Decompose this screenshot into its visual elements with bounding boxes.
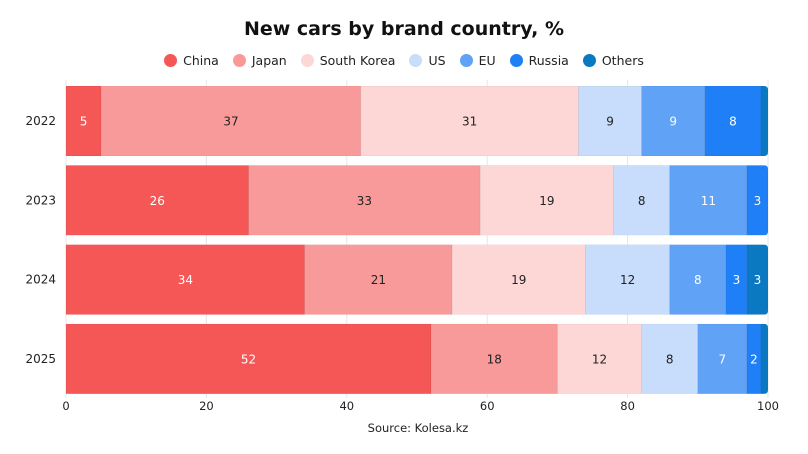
legend-swatch xyxy=(164,54,178,67)
data-label: 52 xyxy=(241,352,256,366)
data-label: 19 xyxy=(511,273,526,287)
legend-label: US xyxy=(428,53,446,68)
data-label: 5 xyxy=(80,115,88,129)
data-label: 8 xyxy=(694,273,702,287)
bar-segment-japan xyxy=(248,165,481,236)
data-label: 18 xyxy=(487,352,502,366)
x-tick-label: 60 xyxy=(480,399,495,413)
bar-segment-south-korea xyxy=(479,165,614,236)
data-label: 31 xyxy=(462,115,477,129)
legend-label: South Korea xyxy=(319,53,396,68)
data-label: 8 xyxy=(729,115,737,129)
data-label: 2 xyxy=(750,352,758,366)
legend-item: EU xyxy=(459,53,496,68)
bar-segment-china xyxy=(66,165,249,236)
bar-segment-others xyxy=(760,86,768,156)
chart-title: New cars by brand country, % xyxy=(243,18,565,40)
bar-segment-china xyxy=(66,86,102,156)
legend-item: South Korea xyxy=(300,53,396,68)
legend-label: China xyxy=(183,53,219,68)
data-label: 7 xyxy=(719,352,727,366)
bar-segment-south-korea xyxy=(360,86,579,156)
legend-swatch xyxy=(509,54,523,67)
bar-segment-japan xyxy=(304,244,453,315)
bar-segment-russia xyxy=(746,165,768,236)
data-label: 19 xyxy=(539,194,554,208)
legend-swatch xyxy=(300,54,314,67)
bar-group xyxy=(66,323,768,394)
x-tick-label: 0 xyxy=(62,399,69,413)
legend-label: EU xyxy=(478,53,496,68)
bar-segment-others xyxy=(760,323,768,394)
legend-label: Russia xyxy=(528,53,569,68)
data-label: 8 xyxy=(666,352,674,366)
legend-item: Others xyxy=(582,53,644,68)
y-category-label: 2025 xyxy=(25,352,56,366)
data-label: 12 xyxy=(592,352,607,366)
legend-label: Japan xyxy=(251,53,287,68)
bar-segment-us xyxy=(585,244,671,315)
legend-label: Others xyxy=(601,53,644,68)
bar-group xyxy=(66,244,768,315)
data-label: 9 xyxy=(606,115,614,129)
bar-segment-eu xyxy=(669,165,748,236)
y-category-label: 2022 xyxy=(25,114,56,128)
bar-segment-eu xyxy=(669,244,727,315)
bar-segment-eu xyxy=(697,323,748,394)
source-note: Source: Kolesa.kz xyxy=(367,421,469,435)
bar-segment-eu xyxy=(641,86,706,156)
legend-item: US xyxy=(409,53,446,68)
data-label: 9 xyxy=(669,115,677,129)
x-tick-label: 100 xyxy=(757,399,779,413)
legend-item: Russia xyxy=(509,53,569,68)
legend-swatch xyxy=(582,54,596,67)
bar-group xyxy=(66,165,768,236)
data-label: 3 xyxy=(754,273,762,287)
data-label: 3 xyxy=(754,194,762,208)
legend-item: Japan xyxy=(232,53,287,68)
legend-swatch xyxy=(409,54,423,67)
data-label: 37 xyxy=(223,115,238,129)
data-label: 34 xyxy=(178,273,193,287)
x-tick-label: 80 xyxy=(620,399,635,413)
data-label: 12 xyxy=(620,273,635,287)
bar-segment-us xyxy=(641,323,699,394)
bar-segment-japan xyxy=(430,323,558,394)
x-tick-label: 40 xyxy=(339,399,354,413)
bar-group xyxy=(66,86,768,156)
x-tick-label: 20 xyxy=(199,399,214,413)
bar-segment-russia xyxy=(704,86,762,156)
bar-segment-south-korea xyxy=(451,244,586,315)
y-category-label: 2024 xyxy=(25,273,56,287)
data-label: 3 xyxy=(733,273,741,287)
legend-swatch xyxy=(232,54,246,67)
data-label: 26 xyxy=(150,194,165,208)
bar-segment-china xyxy=(66,244,306,315)
bar-segment-us xyxy=(613,165,671,236)
data-label: 8 xyxy=(638,194,646,208)
y-category-label: 2023 xyxy=(25,193,56,207)
bar-segment-south-korea xyxy=(557,323,642,394)
data-label: 11 xyxy=(701,194,716,208)
legend-item: China xyxy=(164,53,219,68)
data-label: 21 xyxy=(371,273,386,287)
bar-segment-others xyxy=(746,244,768,315)
legend-swatch xyxy=(459,54,473,67)
legend: China Japan South Korea US EU Russia Others xyxy=(0,53,808,68)
data-label: 33 xyxy=(357,194,372,208)
